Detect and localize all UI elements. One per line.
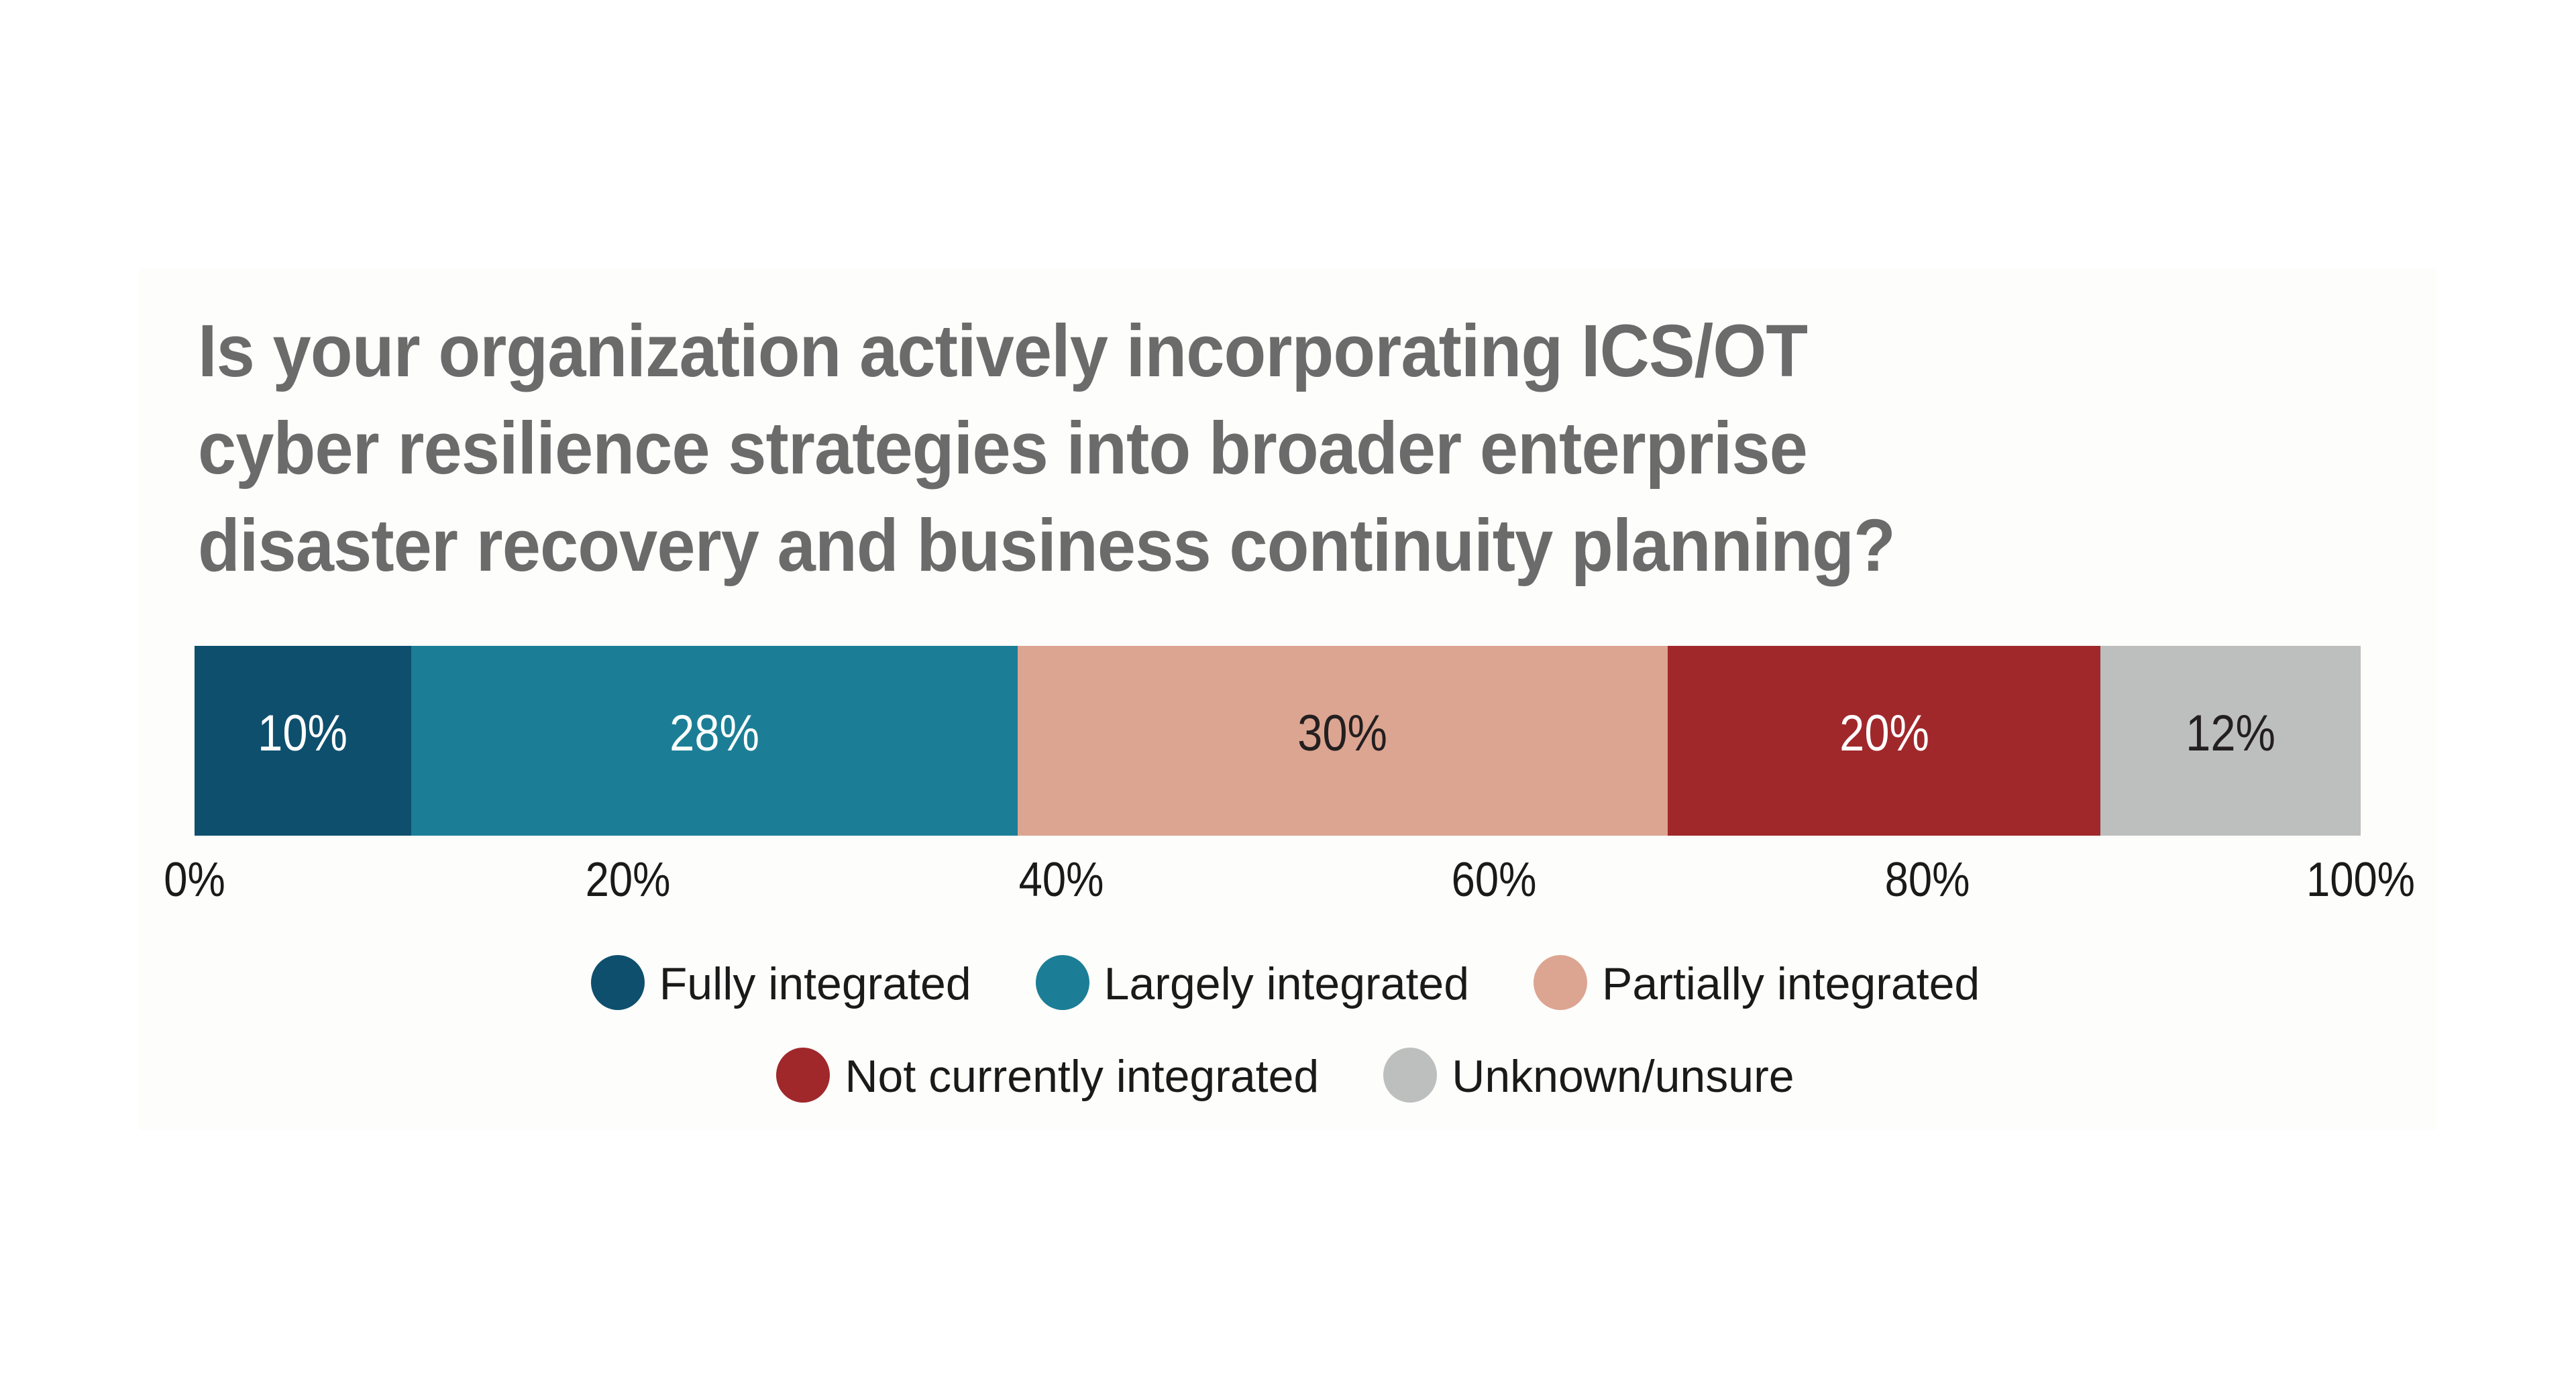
segment-value-label: 12%: [2186, 705, 2276, 762]
legend-circle-icon: [1534, 955, 1588, 1010]
legend-circle-icon: [590, 955, 645, 1010]
legend-circle-icon: [1383, 1048, 1438, 1103]
legend-label: Unknown/unsure: [1452, 1051, 1794, 1102]
segment-value-label: 30%: [1297, 705, 1388, 762]
chart-title-line-1: Is your organization actively incorporat…: [198, 310, 1808, 392]
bar-segment-largely-integrated: 28%: [411, 646, 1018, 836]
bar-segment-fully-integrated: 10%: [195, 646, 411, 836]
legend-item-fully-integrated: Fully integrated: [590, 955, 971, 1010]
x-tick-label: 80%: [1884, 853, 1970, 907]
bar-segment-unknown-unsure: 12%: [2100, 646, 2361, 836]
x-tick-label: 0%: [164, 853, 225, 907]
legend-item-partially-integrated: Partially integrated: [1534, 955, 1980, 1010]
x-tick-label: 100%: [2306, 853, 2416, 907]
x-tick-label: 20%: [585, 853, 671, 907]
segment-value-label: 20%: [1839, 705, 1929, 762]
legend-label: Fully integrated: [659, 958, 971, 1009]
legend-row-2: Not currently integrated Unknown/unsure: [195, 1048, 2376, 1103]
legend-circle-icon: [1035, 955, 1089, 1010]
chart-title-line-3: disaster recovery and business continuit…: [198, 504, 1896, 587]
chart-title: Is your organization actively incorporat…: [198, 302, 2013, 594]
x-tick-label: 40%: [1018, 853, 1104, 907]
legend-item-not-currently-integrated: Not currently integrated: [776, 1048, 1319, 1103]
segment-value-label: 28%: [669, 705, 759, 762]
legend-row-1: Fully integrated Largely integrated Part…: [195, 955, 2376, 1010]
bar-segment-partially-integrated: 30%: [1018, 646, 1668, 836]
segment-value-label: 10%: [258, 705, 348, 762]
legend-label: Largely integrated: [1104, 958, 1470, 1009]
legend-item-unknown-unsure: Unknown/unsure: [1383, 1048, 1794, 1103]
legend-label: Partially integrated: [1602, 958, 1980, 1009]
bar-segment-not-currently-integrated: 20%: [1667, 646, 2101, 836]
legend-item-largely-integrated: Largely integrated: [1035, 955, 1470, 1010]
x-axis: 0% 20% 40% 60% 80% 100%: [164, 853, 2415, 909]
legend-label: Not currently integrated: [845, 1051, 1320, 1102]
chart-title-line-2: cyber resilience strategies into broader…: [198, 407, 1808, 490]
x-tick-label: 60%: [1451, 853, 1537, 907]
stacked-bar: 10% 28% 30% 20% 12%: [195, 646, 2361, 836]
legend-circle-icon: [776, 1048, 830, 1103]
